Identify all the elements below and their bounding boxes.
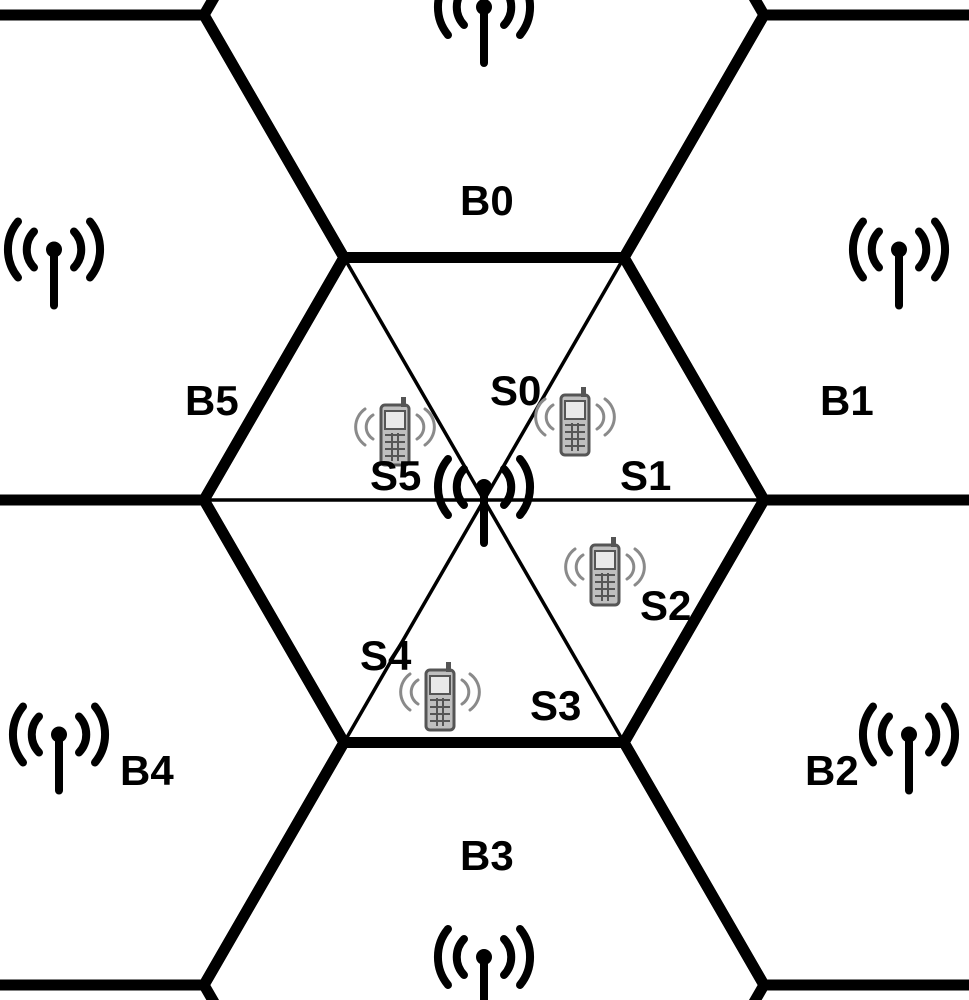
label-b4: B4	[120, 747, 174, 794]
label-s5: S5	[370, 452, 421, 499]
label-b1: B1	[820, 377, 874, 424]
label-b0: B0	[460, 177, 514, 224]
label-s3: S3	[530, 682, 581, 729]
label-s4: S4	[360, 632, 412, 679]
label-s2: S2	[640, 582, 691, 629]
label-b2: B2	[805, 747, 859, 794]
label-b3: B3	[460, 832, 514, 879]
label-b5: B5	[185, 377, 239, 424]
label-s1: S1	[620, 452, 671, 499]
label-s0: S0	[490, 367, 541, 414]
